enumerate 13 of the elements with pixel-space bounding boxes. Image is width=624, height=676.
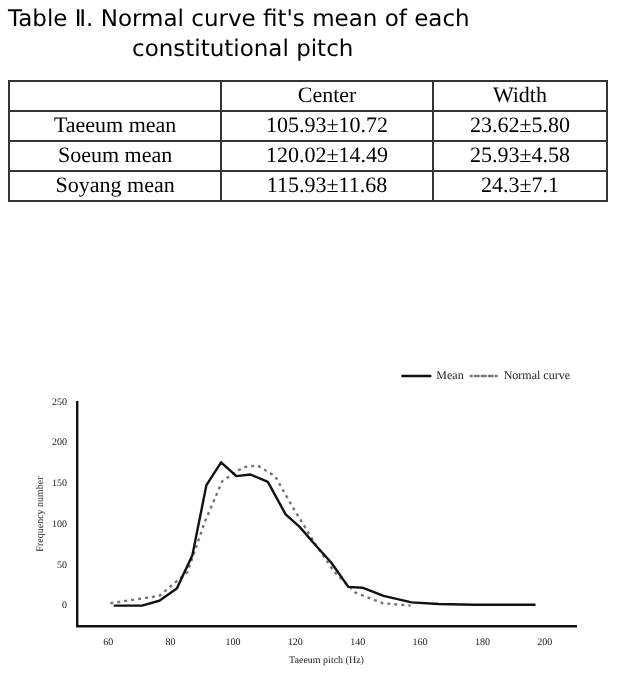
text: Width xyxy=(432,81,607,111)
text: Center xyxy=(221,81,433,111)
text: Table Ⅱ. Normal curve fit's mean of each constitutional pitch xyxy=(8,4,472,64)
text: Soyang mean xyxy=(9,171,222,201)
text: Taeeum mean xyxy=(9,111,222,141)
text: 25.93±4.58 xyxy=(432,141,607,171)
text: 23.62±5.80 xyxy=(432,111,607,141)
text: 115.93±11.68 xyxy=(221,171,433,201)
text: 105.93±10.72 xyxy=(221,111,433,141)
text: Soeum mean xyxy=(9,141,222,171)
text: 120.02±14.49 xyxy=(221,141,433,171)
line-series xyxy=(109,464,412,607)
text: 24.3±7.1 xyxy=(432,171,607,201)
